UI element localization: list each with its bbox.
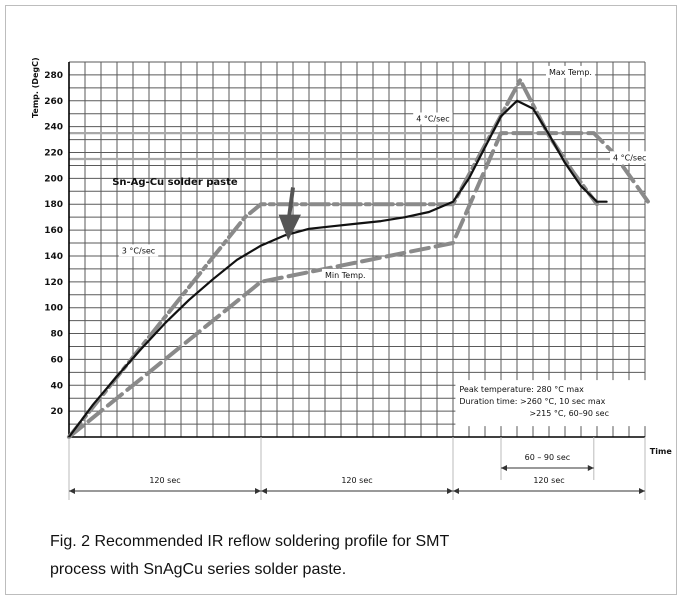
figure-caption: Fig. 2 Recommended IR reflow soldering p…	[50, 528, 650, 584]
peak-note-bg	[455, 380, 650, 427]
annotation-max-temp-bg	[546, 65, 595, 78]
annotation-ramp-down-bg	[610, 151, 650, 164]
y-tick-label: 60	[50, 355, 63, 365]
span-label-bg	[520, 451, 575, 463]
y-tick-label: 200	[44, 174, 63, 184]
span-arrow-right	[447, 488, 453, 494]
y-axis-label: Temp. (DegC)	[31, 57, 40, 118]
span-label: 120 sec	[533, 476, 564, 485]
span-arrow-left	[453, 488, 459, 494]
y-tick-label: 220	[44, 149, 63, 159]
annotation-min-temp-bg	[322, 268, 369, 281]
figure-frame	[5, 5, 677, 595]
x-axis-label: Time	[650, 447, 673, 456]
y-tick-label: 20	[50, 407, 63, 417]
caption-line-2: process with SnAgCu series solder paste.	[50, 561, 347, 578]
span-label: 60 – 90 sec	[525, 453, 570, 462]
annotation-ramp-left-bg	[118, 244, 159, 257]
annotation-min-temp: Min Temp.	[325, 271, 366, 280]
y-tick-label: 260	[44, 97, 63, 107]
y-tick-label: 160	[44, 226, 63, 236]
span-label-bg	[146, 474, 184, 486]
span-label-bg	[530, 474, 568, 486]
annotation-paste-label: Sn-Ag-Cu solder paste	[112, 177, 238, 188]
y-tick-label: 80	[50, 330, 63, 340]
paste-arrow-head	[278, 214, 301, 241]
span-label: 120 sec	[341, 476, 372, 485]
series-line-dash-dot	[67, 78, 599, 439]
span-arrow-right	[255, 488, 261, 494]
y-tick-label: 40	[50, 381, 63, 391]
caption-line-1: Fig. 2 Recommended IR reflow soldering p…	[50, 533, 450, 550]
reflow-chart: 20 40 60 80 100 120 140 160 180 200 220 240 260 280 Te…	[31, 57, 673, 500]
span-label: 120 sec	[149, 476, 180, 485]
annotation-ramp-left: 3 °C/sec	[122, 246, 155, 255]
timeline	[68, 437, 646, 500]
annotation-ramp-up-bg	[413, 112, 453, 125]
span-arrow-right	[639, 488, 645, 494]
annotation-ramp-down: 4 °C/sec	[613, 153, 646, 162]
span-arrow-left	[501, 465, 507, 471]
peak-note-line: >215 °C, 60–90 sec	[529, 409, 609, 418]
series-line-solid	[67, 99, 608, 439]
peak-note-line: Duration time: >260 °C, 10 sec max	[459, 397, 605, 406]
y-tick-label: 280	[44, 71, 63, 81]
peak-note-line: Peak temperature: 280 °C max	[459, 385, 584, 394]
span-label-bg	[338, 474, 376, 486]
y-tick-label: 180	[44, 200, 63, 210]
y-tick-label: 140	[44, 252, 63, 262]
y-tick-label: 240	[44, 123, 63, 133]
y-tick-label: 100	[44, 304, 63, 314]
annotation-ramp-up: 4 °C/sec	[416, 114, 449, 123]
span-arrow-right	[587, 465, 594, 471]
span-arrow-left	[261, 488, 267, 494]
y-tick-label: 120	[44, 278, 63, 288]
annotation-max-temp: Max Temp.	[549, 68, 592, 77]
span-arrow-left	[69, 488, 75, 494]
